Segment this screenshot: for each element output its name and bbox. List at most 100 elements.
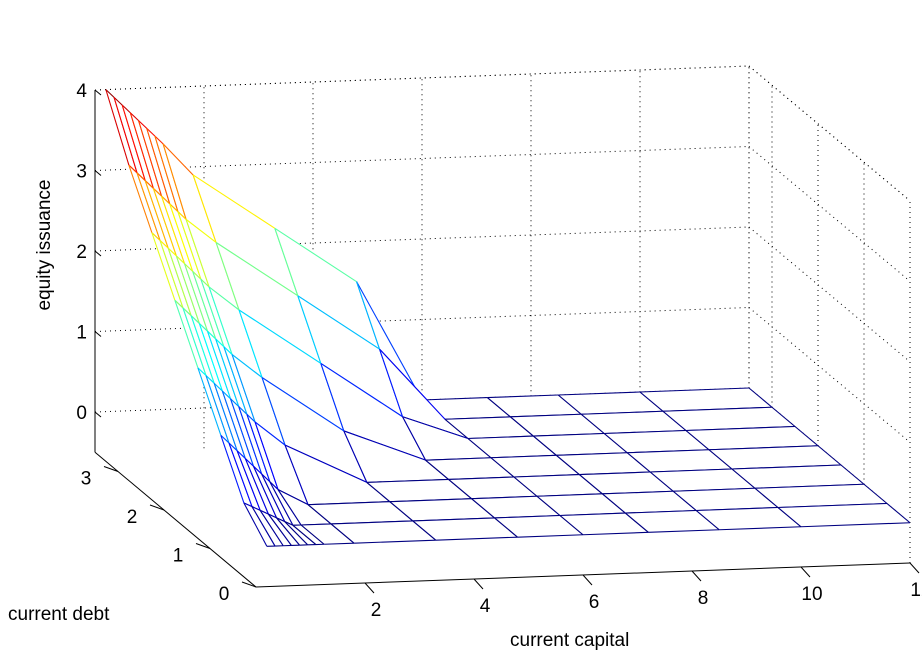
grid-line [748, 146, 911, 282]
surface-edge [800, 522, 911, 528]
surface-edge [215, 338, 240, 407]
surface-face [146, 128, 178, 212]
surface-edge [649, 471, 674, 492]
surface-edge [167, 247, 177, 257]
surface-edge [559, 515, 584, 536]
surface-edge [639, 387, 750, 393]
surface-edge [113, 96, 123, 106]
y-tick-label: 1 [173, 546, 184, 567]
surface-edge [205, 375, 215, 384]
surface-edge [136, 172, 161, 241]
x-tick [582, 574, 593, 586]
surface-edge [200, 278, 210, 288]
x-tick [909, 562, 920, 574]
surface-edge [863, 483, 888, 504]
surface-edge [215, 338, 225, 348]
surface-edge [105, 89, 115, 98]
surface-edge [260, 509, 269, 515]
surface-edge [556, 454, 580, 476]
surface-edge [254, 421, 286, 446]
surface-face [176, 256, 208, 332]
surface-face [130, 112, 162, 197]
surface-edge [284, 521, 309, 546]
surface-face [215, 339, 247, 415]
surface-edge [556, 452, 628, 456]
surface-edge [261, 377, 345, 432]
surface-face [663, 407, 795, 431]
surface-edge [292, 524, 317, 545]
surface-edge [748, 387, 773, 408]
surface-edge [215, 242, 299, 297]
surface-edge [146, 128, 171, 205]
surface-edge [673, 487, 756, 492]
surface-face [243, 502, 276, 547]
surface-edge [185, 219, 217, 243]
surface-edge [471, 495, 538, 500]
surface-edge [154, 135, 179, 212]
y-tick [103, 466, 119, 472]
z-tick-label: 1 [76, 323, 87, 344]
surface-edge [771, 406, 796, 427]
surface-face [412, 517, 518, 541]
surface-edge [220, 435, 245, 504]
surface-edge [221, 390, 246, 459]
y-tick [241, 581, 257, 588]
surface-edge [146, 127, 156, 137]
surface-edge [238, 309, 322, 364]
x-tick [691, 570, 702, 582]
surface-edge [794, 426, 819, 447]
z-axis-label: equity issuance [34, 180, 55, 311]
surface-face [199, 323, 231, 399]
surface-face [183, 308, 215, 384]
surface-edge [269, 481, 279, 491]
surface-face [301, 523, 355, 545]
surface-face [292, 525, 325, 545]
surface-face [184, 263, 216, 340]
surface-edge [182, 307, 207, 376]
surface-edge [307, 504, 332, 525]
surface-face [174, 300, 207, 376]
surface-face [402, 416, 491, 461]
surface-face [366, 479, 472, 502]
surface-edge [213, 383, 238, 452]
surface-edge [236, 450, 261, 511]
surface-edge [354, 539, 436, 544]
surface-edge [517, 534, 584, 538]
surface-edge [243, 502, 253, 508]
surface-edge [602, 493, 626, 514]
surface-face [222, 391, 254, 467]
surface-edge [708, 445, 819, 451]
surface-edge [213, 382, 223, 392]
surface-edge [253, 466, 263, 475]
y-tick-label: 2 [127, 507, 138, 528]
surface-edge [207, 330, 217, 340]
surface-edge [754, 487, 779, 508]
surface-edge [672, 490, 697, 511]
surface-edge [513, 474, 580, 478]
surface-edge [627, 449, 710, 454]
surface-edge [169, 203, 179, 213]
surface-edge [425, 457, 492, 461]
axes [94, 89, 920, 594]
surface-edge [284, 444, 309, 505]
surface-edge [324, 542, 355, 545]
surface-edge [161, 195, 171, 205]
surface-edge [205, 375, 230, 444]
surface-face [253, 466, 285, 522]
surface-cell [402, 416, 492, 461]
z-tick-label: 4 [76, 81, 87, 102]
surface-edge [343, 430, 368, 483]
surface-edge [581, 410, 664, 415]
z-tick [94, 170, 102, 176]
surface-edge [215, 242, 240, 311]
surface-edge [402, 416, 427, 461]
surface-edge [169, 203, 194, 272]
surface-edge [448, 478, 472, 500]
surface-face [709, 445, 841, 469]
y-tick-label: 0 [219, 584, 230, 605]
surface-edge [246, 413, 256, 423]
surface-edge [379, 348, 446, 420]
surface-edge [113, 97, 138, 174]
surface-edge [244, 458, 269, 515]
surface-edge [510, 416, 534, 437]
